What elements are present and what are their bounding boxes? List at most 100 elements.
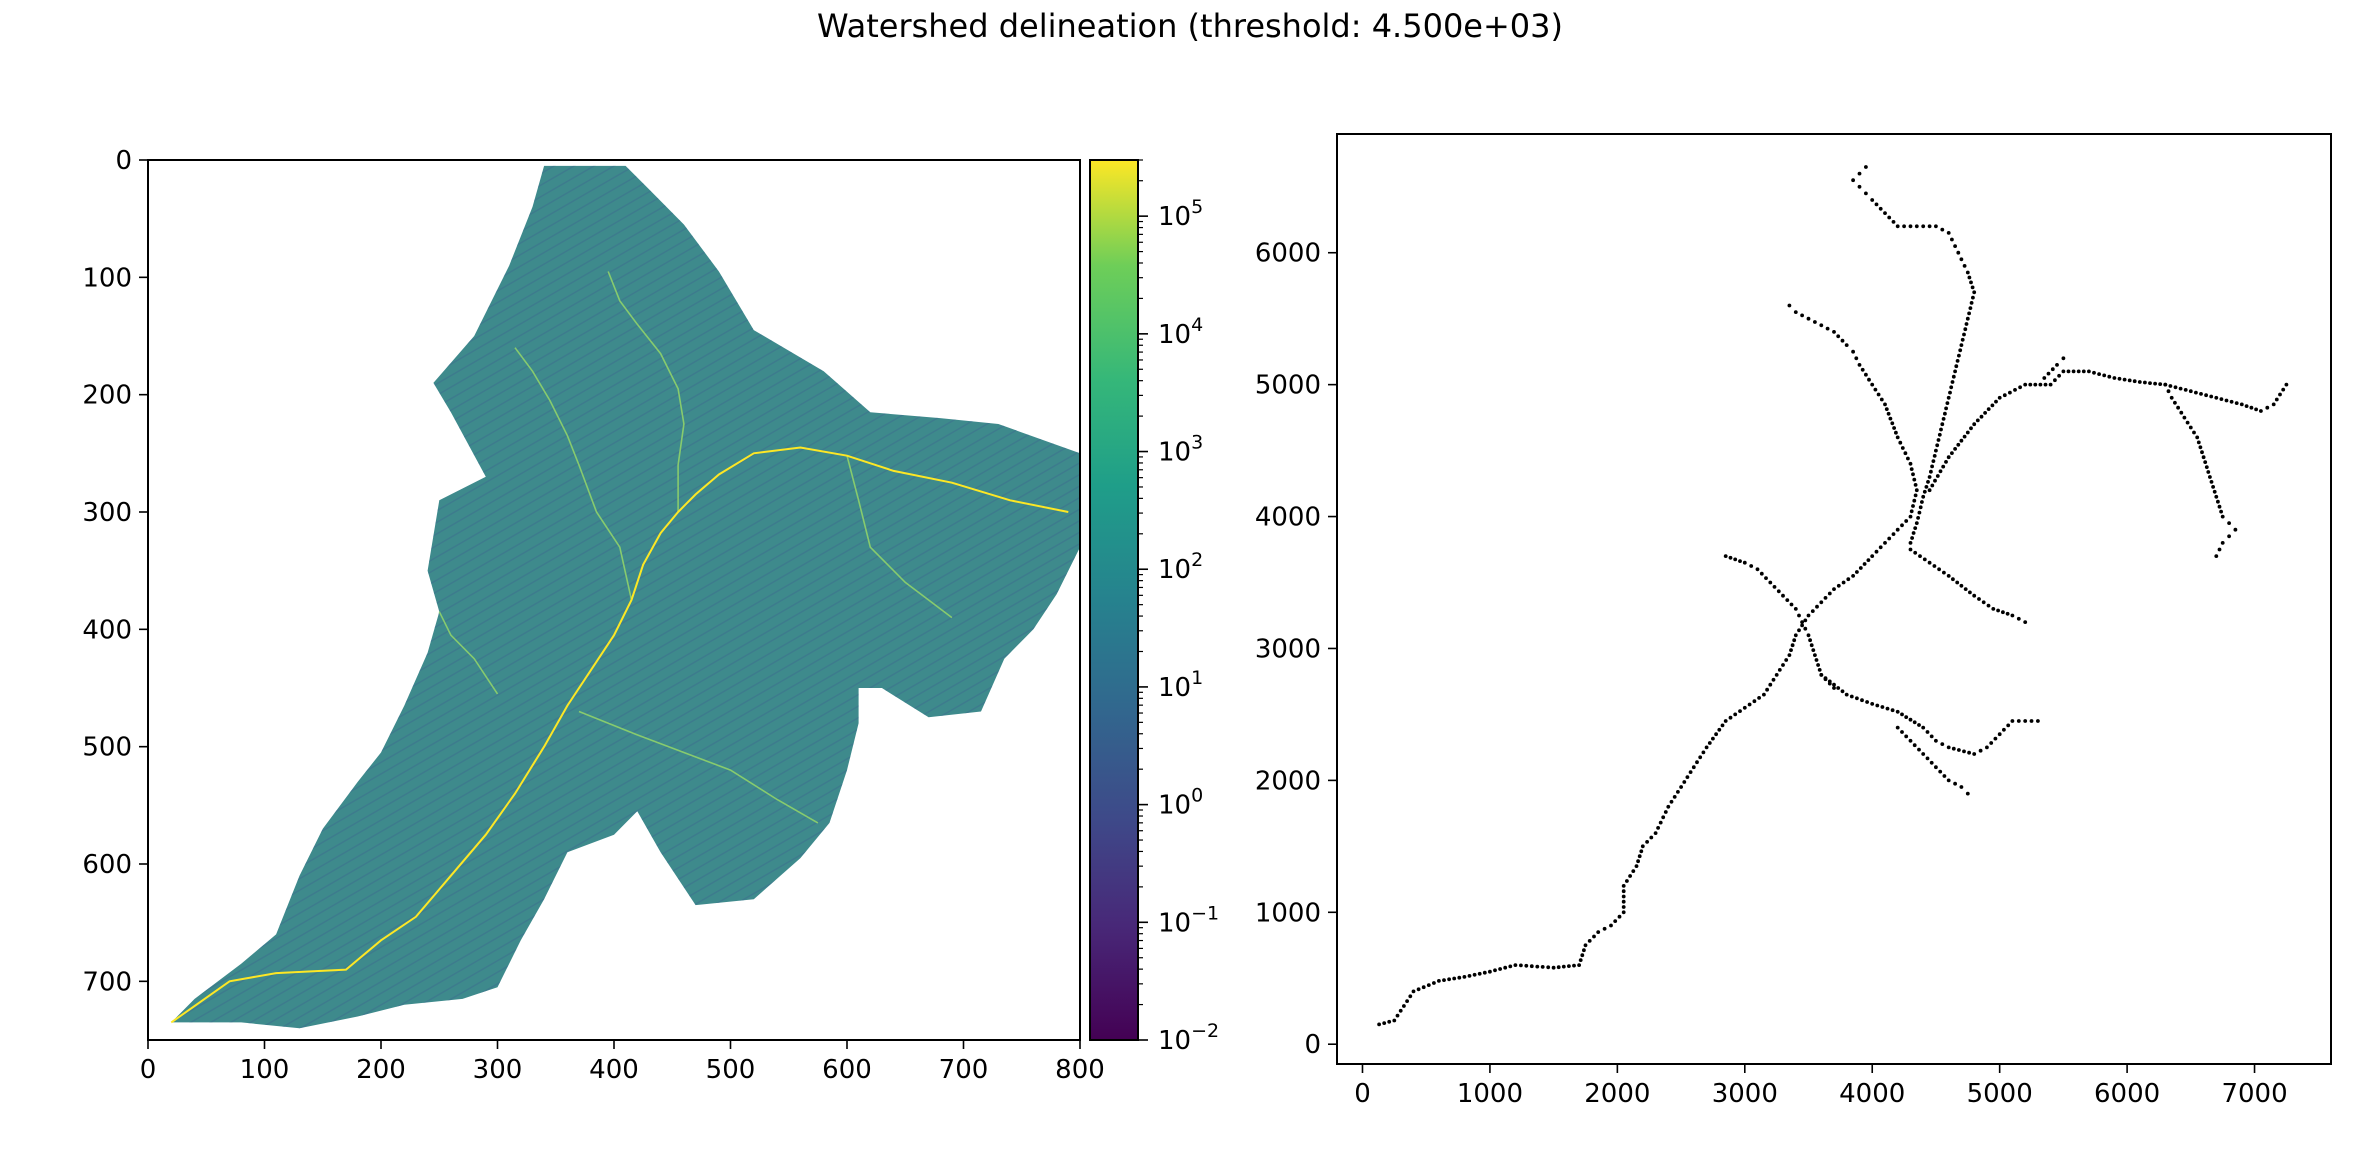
stream-point [1617, 914, 1622, 919]
stream-point [2204, 465, 2209, 469]
stream-point [1416, 987, 1421, 992]
stream-point [1688, 770, 1693, 774]
stream-point [1909, 509, 1914, 514]
scatter-x-tick-label: 1000 [1457, 1079, 1523, 1109]
stream-point [1967, 311, 1971, 316]
stream-point [1946, 455, 1951, 460]
stream-point [1908, 547, 1913, 552]
stream-point [2061, 356, 2066, 361]
stream-point [1972, 290, 1977, 295]
stream-point [1827, 591, 1832, 596]
stream-point [1663, 810, 1668, 814]
stream-point [1836, 334, 1841, 339]
stream-point [1806, 613, 1811, 618]
stream-point [1800, 623, 1804, 628]
stream-point [1874, 202, 1879, 207]
stream-point [1580, 953, 1585, 958]
stream-point [1426, 983, 1431, 987]
colorbar-tick-base: 10 [1158, 555, 1191, 585]
tributary-channel-3 [846, 455, 953, 619]
stream-point [1927, 224, 1932, 229]
stream-point [1986, 407, 1991, 411]
stream-point [1883, 211, 1887, 216]
stream-point [1985, 745, 1989, 750]
stream-point [1561, 964, 1566, 969]
stream-point [1720, 723, 1725, 728]
stream-point [1621, 884, 1626, 888]
stream-point [1940, 422, 1945, 427]
stream-point [1932, 564, 1937, 568]
stream-point [1983, 411, 1987, 415]
stream-point [1749, 564, 1754, 568]
tributary-channel-2 [578, 710, 819, 824]
stream-point [1957, 353, 1961, 358]
stream-point [1840, 338, 1845, 343]
stream-point [2087, 369, 2091, 374]
stream-point [1529, 964, 1534, 969]
stream-point [1832, 330, 1836, 334]
stream-point [1752, 699, 1757, 704]
stream-point [1950, 451, 1954, 455]
stream-point [1908, 738, 1913, 743]
stream-point [2028, 382, 2033, 387]
stream-point [1723, 554, 1728, 558]
stream-point [1918, 505, 1923, 510]
colorbar-tick-base: 10 [1158, 1026, 1191, 1056]
stream-point [2002, 727, 2006, 732]
stream-point [1921, 725, 1926, 730]
stream-point [1813, 320, 1817, 324]
stream-point [1503, 965, 1508, 970]
stream-point [2076, 369, 2081, 374]
scatter-x-tick-label: 3000 [1712, 1079, 1778, 1109]
stream-point [1797, 613, 1801, 618]
stream-point [2203, 460, 2208, 464]
stream-point [1994, 399, 1998, 404]
stream-point [1854, 356, 1859, 361]
stream-point [1911, 504, 1915, 508]
stream-point [1895, 709, 1900, 714]
stream-point [1768, 682, 1773, 687]
stream-point [1963, 327, 1968, 332]
scatter-x-axis: 0 1000 2000 3000 4000 5000 6000 7000 [1354, 1064, 2288, 1109]
stream-point [2219, 397, 2224, 401]
stream-point [1836, 686, 1841, 690]
heatmap-y-tick-label: 400 [82, 615, 132, 645]
stream-point [1900, 712, 1904, 717]
stream-point [2010, 719, 2015, 723]
stream-point [1832, 686, 1836, 690]
main-channel [170, 446, 1069, 1024]
stream-point [1900, 446, 1905, 450]
stream-point [1513, 963, 1518, 967]
stream-point [1962, 264, 1967, 268]
stream-point [2169, 395, 2174, 400]
stream-point [1772, 585, 1777, 589]
stream-point [1685, 775, 1690, 779]
stream-point [2208, 475, 2212, 479]
stream-point [1886, 411, 1891, 416]
stream-point [2057, 373, 2062, 378]
stream-point [1996, 608, 2000, 613]
stream-point [1950, 237, 1954, 242]
colorbar-tick-label: 10−1 [1158, 902, 1219, 938]
stream-point [1913, 526, 1918, 530]
stream-point [1895, 527, 1900, 532]
stream-point [1969, 280, 1973, 285]
stream-point [1395, 1013, 1400, 1018]
stream-point [1981, 600, 1986, 605]
scatter-frame [1336, 133, 2332, 1065]
stream-point [1768, 580, 1773, 585]
stream-channels [170, 271, 1069, 1024]
stream-point [1916, 516, 1920, 520]
stream-point [1841, 580, 1846, 585]
stream-point [1866, 558, 1871, 562]
stream-point [1793, 607, 1798, 611]
stream-point [1955, 359, 1960, 363]
heatmap-x-tick-label: 700 [939, 1055, 989, 1085]
stream-point [1884, 407, 1889, 411]
stream-point [1932, 454, 1937, 458]
scatter-panel: 0 1000 2000 3000 4000 5000 6000 7000 0 1000 2000 3… [1255, 133, 2332, 1109]
scatter-y-tick-label: 6000 [1255, 239, 1321, 269]
colorbar-tick-label: 104 [1158, 314, 1203, 350]
stream-point [1787, 653, 1792, 657]
stream-point [1908, 514, 1913, 519]
